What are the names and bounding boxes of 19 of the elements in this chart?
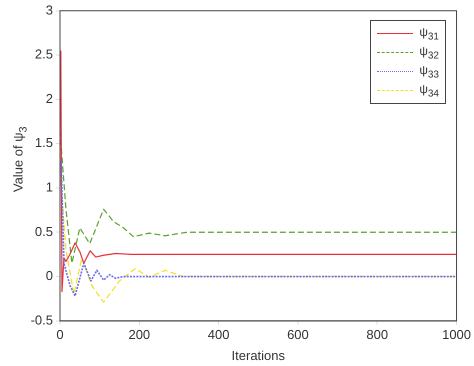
legend-label: ψ$_{34}$ [419,82,439,100]
x-tick-label: 400 [208,327,230,342]
legend-label: ψ$_{33}$ [419,62,439,80]
x-tick-label: 600 [287,327,309,342]
y-tick-label: 3 [46,2,53,18]
x-tick-label: 0 [56,327,64,342]
y-tick-label: 2 [46,90,53,106]
x-tick-label: 1000 [442,327,471,342]
legend-label: ψ$_{32}$ [419,44,439,62]
y-tick-label: -0.5 [30,312,53,328]
x-tick-label: 200 [128,327,150,342]
y-tick-label: 1 [46,180,53,195]
x-tick-label: 800 [366,327,388,342]
y-tick-label: 2.5 [34,46,53,62]
y-tick-label: 0 [46,268,53,284]
y-tick-label: 1.5 [34,135,53,150]
legend-label: ψ$_{31}$ [419,24,439,42]
y-tick-label: 0.5 [34,224,53,239]
x-axis-title: Iterations [232,348,286,363]
